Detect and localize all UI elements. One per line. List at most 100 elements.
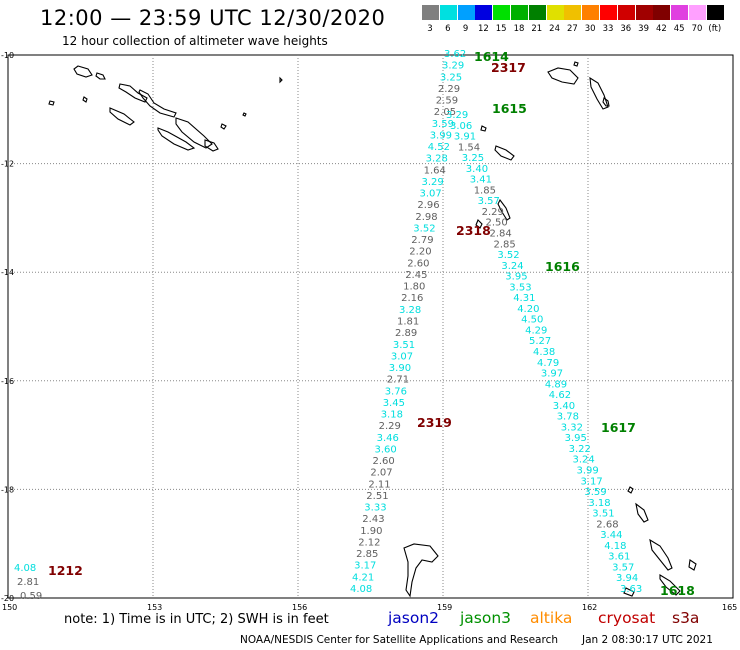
color-swatch: [511, 5, 528, 20]
coastline-island: [497, 198, 511, 221]
coastline-island: [635, 502, 649, 523]
wave-height-value: 3.46: [377, 433, 399, 444]
coastline-island: [175, 117, 213, 149]
coastline-island: [48, 100, 55, 106]
wave-height-value: 3.18: [381, 410, 403, 421]
color-swatch: [600, 5, 617, 20]
wave-height-value: 3.28: [426, 154, 448, 165]
color-scale-label: 36: [620, 24, 632, 34]
wave-height-value: 3.07: [391, 351, 413, 362]
wave-height-value: 1.85: [474, 185, 496, 196]
legend-s3a: s3a: [672, 609, 700, 627]
wave-height-value: 3.99: [577, 466, 599, 477]
coastline-island: [627, 486, 634, 494]
wave-height-value: 1.80: [403, 282, 425, 293]
coastlines: [48, 61, 697, 598]
wave-height-value: 4.08: [350, 584, 372, 595]
wave-height-value: 3.94: [616, 573, 638, 584]
legend-jason3: jason3: [460, 609, 512, 627]
color-scale-label: 30: [584, 24, 596, 34]
wave-height-value: 2.12: [358, 538, 380, 549]
wave-height-value: 3.18: [588, 498, 610, 509]
latitude-tick-label: -10: [1, 51, 14, 60]
wave-height-value: 2.60: [407, 258, 429, 269]
color-swatch: [635, 5, 653, 20]
map-frame: [7, 54, 734, 599]
coastline-island: [547, 67, 579, 85]
wave-height-value: 2.11: [368, 479, 390, 490]
axis-tick-labels: 150 153 156 159 162 165 -10 -12 -14 -16 -18 -20: [1, 51, 737, 612]
pass-time-label: 1614: [474, 49, 509, 64]
wave-height-labels: 3.623.293.252.292.592.053.593.994.523.28…: [14, 49, 642, 602]
latitude-tick-label: -18: [1, 485, 14, 494]
wave-height-value: 3.29: [422, 177, 444, 188]
wave-height-value: 2.89: [395, 328, 417, 339]
wave-height-value: 3.28: [399, 305, 421, 316]
coastline-island: [82, 96, 88, 103]
wave-height-value: 2.51: [366, 491, 388, 502]
wave-height-value: 3.59: [432, 119, 454, 130]
pass-time-label: 2317: [491, 60, 526, 75]
wave-height-value: 3.07: [420, 189, 442, 200]
color-scale-label: 6: [445, 24, 451, 34]
longitude-tick-label: 162: [582, 603, 597, 612]
map-grid: [8, 55, 733, 598]
legend-jason2: jason2: [388, 609, 440, 627]
wave-height-value: 3.95: [565, 433, 587, 444]
legend-cryosat: cryosat: [598, 609, 656, 627]
coastline-island: [623, 587, 635, 597]
color-swatch: [546, 5, 564, 20]
pass-time-label: 2318: [456, 223, 491, 238]
wave-height-value: 1.90: [360, 526, 382, 537]
coastline-island: [73, 65, 93, 78]
wave-height-value: 3.06: [450, 121, 472, 132]
wave-height-value: 4.20: [517, 304, 539, 315]
footer-credit: NOAA/NESDIS Center for Satellite Applica…: [240, 634, 558, 646]
longitude-tick-label: 153: [147, 603, 162, 612]
wave-height-value: 2.16: [401, 293, 423, 304]
color-swatch: [617, 5, 635, 20]
color-scale-label: 33: [602, 24, 614, 34]
wave-height-value: 2.84: [490, 229, 512, 240]
wave-height-value: 3.53: [509, 282, 531, 293]
wave-height-value: 2.68: [596, 519, 618, 530]
wave-height-value: 3.90: [389, 363, 411, 374]
latitude-tick-label: -20: [1, 594, 14, 603]
wave-height-value: 4.50: [521, 315, 543, 326]
coastline-island: [157, 127, 196, 151]
wave-height-value: 2.85: [494, 239, 516, 250]
wave-height-value: 2.60: [373, 456, 395, 467]
wave-height-value: 3.60: [375, 444, 397, 455]
wave-height-value: 3.32: [561, 422, 583, 433]
wave-height-value: 2.79: [411, 235, 433, 246]
wave-height-value: 3.95: [505, 272, 527, 283]
wave-height-value: 3.52: [413, 224, 435, 235]
wave-height-value: 2.20: [409, 247, 431, 258]
wave-height-value: 3.25: [462, 153, 484, 164]
legend-altika: altika: [530, 609, 573, 627]
footer-timestamp: Jan 2 08:30:17 UTC 2021: [582, 634, 713, 646]
wave-height-value: 4.52: [428, 142, 450, 153]
pass-time-label: 1617: [601, 420, 636, 435]
color-scale-label: 39: [638, 24, 649, 34]
coastline-island: [494, 145, 515, 161]
longitude-tick-label: 156: [292, 603, 307, 612]
color-scale-label: 24: [549, 24, 560, 34]
wave-height-value: 2.85: [356, 549, 378, 560]
wave-height-value: 3.44: [600, 530, 622, 541]
color-swatch: [422, 5, 439, 20]
color-swatch: [564, 5, 582, 20]
wave-height-value: 2.29: [379, 421, 401, 432]
wave-height-value: 2.07: [370, 468, 392, 479]
wave-height-value: 2.43: [362, 514, 384, 525]
wave-height-value: 5.27: [529, 336, 551, 347]
color-scale-label: 42: [655, 24, 667, 34]
wave-height-value: 2.45: [405, 270, 427, 281]
pass-time-label: 1212: [48, 563, 83, 578]
wave-height-value: 1.81: [397, 317, 419, 328]
color-scale-label: 12: [477, 24, 489, 34]
wave-height-value: 3.52: [497, 250, 519, 261]
wave-height-value: 3.25: [440, 72, 462, 83]
wave-height-value: 3.62: [444, 49, 466, 60]
